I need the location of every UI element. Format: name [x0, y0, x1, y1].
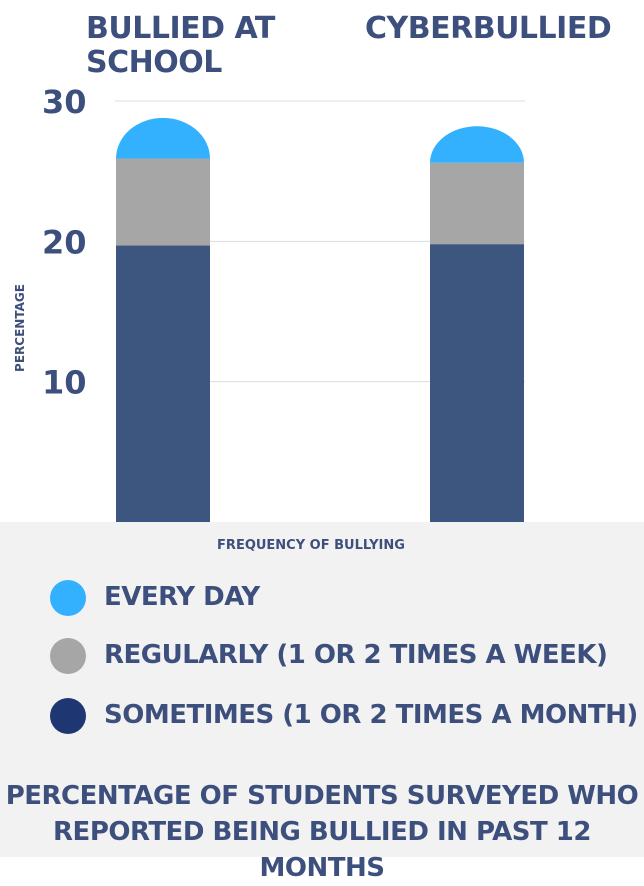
y-axis-label: PERCENTAGE	[13, 284, 27, 372]
bar-bullied-at-school-segment-1	[116, 245, 210, 522]
caption-line-1: PERCENTAGE OF STUDENTS SURVEYED WHO	[5, 781, 639, 811]
bar-bullied-at-school-segment-3	[116, 117, 210, 159]
legend-label-sometimes: SOMETIMES (1 OR 2 TIMES A MONTH)	[104, 700, 638, 730]
legend-panel	[0, 522, 644, 857]
legend-swatch-every-day	[50, 580, 86, 616]
bar-cyberbullied-segment-2	[430, 162, 524, 245]
bar-cyberbullied-segment-3	[430, 126, 524, 163]
x-axis-label: FREQUENCY OF BULLYING	[217, 538, 405, 553]
category-title-bullied-at-school: BULLIED AT SCHOOL	[86, 11, 275, 80]
y-tick-label: 30	[42, 83, 87, 121]
stacked-bar-chart: 10 20 30 PERCENTAGE	[13, 83, 525, 522]
y-tick-label: 20	[42, 223, 87, 261]
legend-swatch-sometimes	[50, 698, 86, 734]
y-tick-label: 10	[42, 364, 87, 402]
bar-bullied-at-school-segment-2	[116, 158, 210, 246]
legend-label-every-day: EVERY DAY	[104, 582, 260, 612]
caption-line-2: REPORTED BEING BULLIED IN PAST 12 MONTHS	[53, 817, 591, 883]
legend-label-regularly: REGULARLY (1 OR 2 TIMES A WEEK)	[104, 640, 608, 670]
category-title-cyberbullied: CYBERBULLIED	[365, 11, 612, 46]
chart-caption: PERCENTAGE OF STUDENTS SURVEYED WHO REPO…	[0, 778, 644, 886]
bar-cyberbullied-segment-1	[430, 244, 524, 522]
legend-swatch-regularly	[50, 638, 86, 674]
